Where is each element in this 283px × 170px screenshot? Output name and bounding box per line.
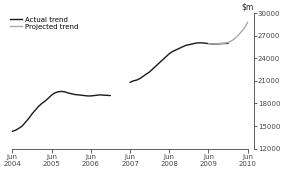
Legend: Actual trend, Projected trend: Actual trend, Projected trend (10, 16, 79, 30)
Text: $m: $m (241, 3, 254, 12)
